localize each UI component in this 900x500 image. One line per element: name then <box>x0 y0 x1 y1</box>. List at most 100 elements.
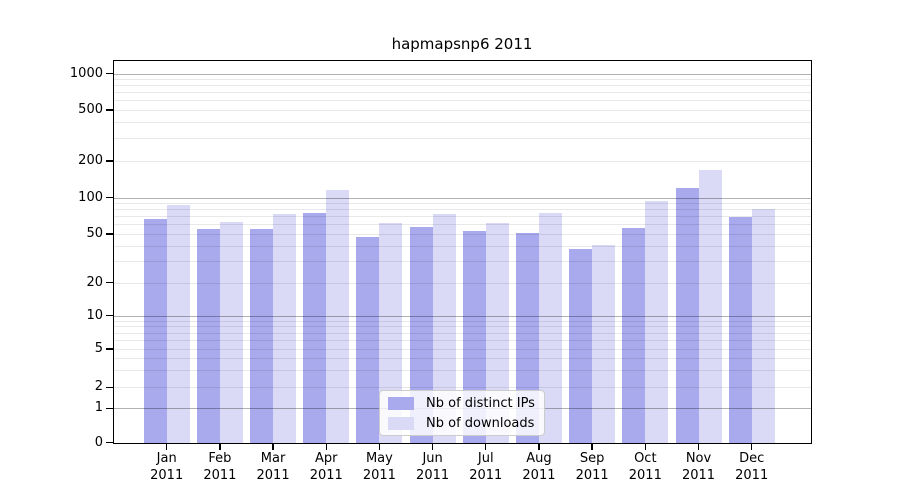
month-label: Nov <box>685 451 712 466</box>
gridline-major-100 <box>114 197 811 199</box>
y-tick-2 <box>106 386 113 388</box>
legend-label-downloads: Nb of downloads <box>426 415 535 431</box>
x-tick-may-2011 <box>378 443 381 450</box>
gridline-minor-700 <box>114 92 811 94</box>
y-tick-label-500: 500 <box>78 102 103 117</box>
y-tick-200 <box>106 160 113 162</box>
bar-may-2011-distinct-ips <box>356 237 380 443</box>
x-tick-oct-2011 <box>644 443 646 450</box>
x-tick-label-aug-2011: Aug 2011 <box>507 451 571 484</box>
x-tick-label-sep-2011: Sep 2011 <box>560 451 624 484</box>
gridline-major-1000 <box>114 73 811 75</box>
y-tick-500 <box>106 109 113 111</box>
month-label: Jul <box>477 451 494 466</box>
month-label: Feb <box>208 451 232 466</box>
year-label: 2011 <box>362 467 396 483</box>
month-label: Jun <box>422 451 443 466</box>
year-label: 2011 <box>575 467 609 483</box>
y-tick-50 <box>106 233 113 235</box>
year-label: 2011 <box>150 467 184 483</box>
bar-jul-2011-distinct-ips <box>462 230 486 443</box>
year-label: 2011 <box>309 467 343 483</box>
bar-feb-2011-downloads <box>219 221 243 443</box>
gridline-minor-9 <box>114 320 811 322</box>
gridline-minor-70 <box>114 216 811 218</box>
gridline-minor-30 <box>114 261 811 263</box>
month-label: Mar <box>260 451 286 466</box>
year-label: 2011 <box>469 467 503 483</box>
month-label: Sep <box>579 451 605 466</box>
bar-jun-2011-downloads <box>432 214 456 443</box>
year-label: 2011 <box>256 467 290 483</box>
gridline-minor-40 <box>114 245 811 247</box>
x-tick-label-jun-2011: Jun 2011 <box>401 451 465 484</box>
bar-jan-2011-downloads <box>166 204 190 443</box>
gridline-minor-200 <box>114 161 811 162</box>
gridline-minor-900 <box>114 79 811 81</box>
y-tick-label-50: 50 <box>86 226 103 241</box>
bar-oct-2011-distinct-ips <box>622 228 646 443</box>
y-tick-label-1: 1 <box>94 400 103 416</box>
month-label: May <box>365 451 393 466</box>
bar-oct-2011-downloads <box>645 201 669 443</box>
gridline-minor-400 <box>114 122 811 124</box>
gridline-minor-20 <box>114 282 811 284</box>
x-tick-mar-2011 <box>272 443 274 450</box>
x-tick-feb-2011 <box>219 443 221 450</box>
bar-nov-2011-downloads <box>698 169 722 443</box>
y-tick-label-5: 5 <box>94 341 103 356</box>
y-tick-label-10: 10 <box>86 307 103 323</box>
gridline-minor-7 <box>114 332 811 334</box>
bar-apr-2011-downloads <box>326 189 350 443</box>
bar-sep-2011-distinct-ips <box>569 248 593 443</box>
gridline-minor-50 <box>114 234 811 235</box>
x-tick-label-dec-2011: Dec 2011 <box>720 451 784 484</box>
x-tick-dec-2011 <box>751 443 753 450</box>
x-tick-label-oct-2011: Oct 2011 <box>613 451 677 484</box>
legend-entry-downloads: Nb of downloads <box>388 415 544 432</box>
y-tick-1 <box>106 407 113 409</box>
y-tick-10 <box>106 314 113 317</box>
y-tick-label-0: 0 <box>94 434 103 450</box>
gridline-minor-300 <box>114 138 811 140</box>
bar-jan-2011-distinct-ips <box>143 218 167 443</box>
gridline-minor-60 <box>114 224 811 226</box>
month-label: Aug <box>526 451 552 466</box>
legend-swatch-downloads <box>388 416 414 430</box>
legend-entry-distinct-ips: Nb of distinct IPs <box>388 395 544 412</box>
gridline-minor-90 <box>114 203 811 205</box>
bar-mar-2011-downloads <box>273 214 297 443</box>
y-tick-label-2: 2 <box>94 379 103 395</box>
gridline-major-10 <box>114 315 811 317</box>
gridline-minor-6 <box>114 340 811 342</box>
x-tick-nov-2011 <box>697 443 700 450</box>
x-tick-jul-2011 <box>485 443 487 450</box>
x-tick-label-jan-2011: Jan 2011 <box>135 451 199 484</box>
x-tick-label-jul-2011: Jul 2011 <box>454 451 518 484</box>
gridline-minor-800 <box>114 85 811 87</box>
bar-dec-2011-distinct-ips <box>728 217 752 443</box>
y-tick-label-20: 20 <box>86 274 103 290</box>
y-tick-20 <box>106 281 113 284</box>
bar-feb-2011-distinct-ips <box>196 228 220 443</box>
y-tick-0 <box>106 441 113 444</box>
month-label: Apr <box>314 451 338 466</box>
y-tick-100 <box>106 196 113 199</box>
x-tick-label-may-2011: May 2011 <box>347 451 411 484</box>
gridline-minor-80 <box>114 209 811 211</box>
y-tick-label-100: 100 <box>78 189 103 205</box>
bar-mar-2011-distinct-ips <box>250 228 274 443</box>
x-tick-sep-2011 <box>591 443 593 450</box>
chart-title: hapmapsnp6 2011 <box>391 35 533 53</box>
year-label: 2011 <box>628 467 662 483</box>
month-label: Jan <box>156 451 177 466</box>
y-tick-label-1000: 1000 <box>69 65 103 81</box>
bar-jul-2011-downloads <box>485 222 509 443</box>
x-tick-label-feb-2011: Feb 2011 <box>188 451 252 484</box>
year-label: 2011 <box>681 467 716 483</box>
month-label: Oct <box>634 451 657 466</box>
year-label: 2011 <box>416 467 450 483</box>
bar-dec-2011-downloads <box>751 208 775 443</box>
x-tick-label-apr-2011: Apr 2011 <box>294 451 358 484</box>
gridline-minor-500 <box>114 110 811 111</box>
